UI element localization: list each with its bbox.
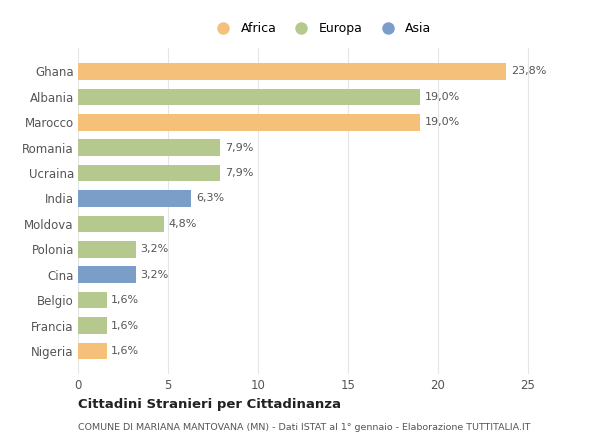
Text: 1,6%: 1,6%: [112, 320, 139, 330]
Bar: [78, 165, 220, 181]
Bar: [78, 241, 136, 257]
Text: 7,9%: 7,9%: [225, 168, 253, 178]
Text: 3,2%: 3,2%: [140, 244, 169, 254]
Bar: [78, 88, 420, 105]
Bar: [78, 317, 107, 334]
Text: 3,2%: 3,2%: [140, 270, 169, 280]
Bar: [78, 267, 136, 283]
Text: COMUNE DI MARIANA MANTOVANA (MN) - Dati ISTAT al 1° gennaio - Elaborazione TUTTI: COMUNE DI MARIANA MANTOVANA (MN) - Dati …: [78, 423, 530, 432]
Bar: [78, 63, 506, 80]
Bar: [78, 114, 420, 131]
Bar: [78, 139, 220, 156]
Text: Cittadini Stranieri per Cittadinanza: Cittadini Stranieri per Cittadinanza: [78, 398, 341, 411]
Text: 4,8%: 4,8%: [169, 219, 197, 229]
Bar: [78, 343, 107, 359]
Text: 1,6%: 1,6%: [112, 295, 139, 305]
Legend: Africa, Europa, Asia: Africa, Europa, Asia: [211, 22, 431, 35]
Text: 19,0%: 19,0%: [425, 92, 460, 102]
Bar: [78, 292, 107, 308]
Text: 6,3%: 6,3%: [196, 194, 224, 203]
Bar: [78, 216, 164, 232]
Bar: [78, 190, 191, 207]
Text: 7,9%: 7,9%: [225, 143, 253, 153]
Text: 1,6%: 1,6%: [112, 346, 139, 356]
Text: 19,0%: 19,0%: [425, 117, 460, 127]
Text: 23,8%: 23,8%: [511, 66, 546, 77]
